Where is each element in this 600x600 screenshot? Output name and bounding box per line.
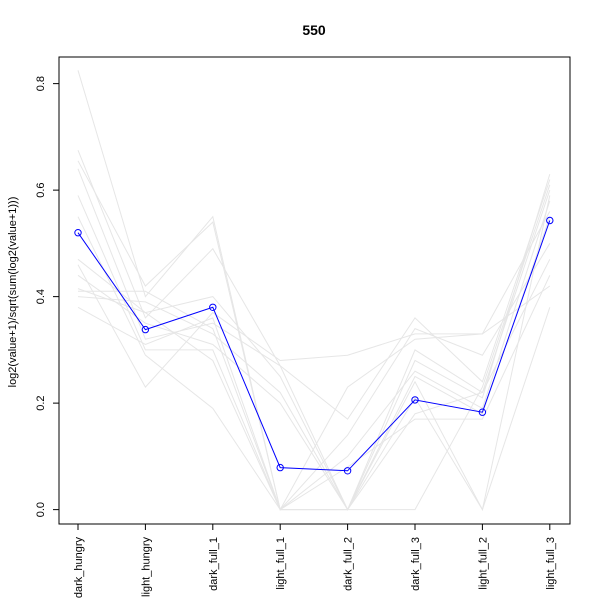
plot-box xyxy=(58,56,571,525)
x-tick-label-light_full_3: light_full_3 xyxy=(545,537,557,590)
highlight-point-light_full_3 xyxy=(546,216,554,225)
highlight-point-dark_full_3 xyxy=(411,396,419,404)
x-tick-label-light_hungry: light_hungry xyxy=(140,537,152,597)
background-series-line-10 xyxy=(77,296,551,511)
background-series-line-4 xyxy=(77,168,551,511)
background-series-line-2 xyxy=(77,150,551,420)
highlight-point-dark_full_1 xyxy=(209,303,217,311)
background-series-line-3 xyxy=(77,160,551,511)
y-tick-label: 0.8 xyxy=(35,76,47,91)
background-series-line-5 xyxy=(77,195,551,511)
x-tick-label-dark_full_2: dark_full_2 xyxy=(343,537,355,591)
background-series-line-9 xyxy=(77,200,551,511)
chart-title: 550 xyxy=(302,22,326,38)
x-tick-label-dark_full_1: dark_full_1 xyxy=(208,537,220,591)
background-series-group xyxy=(77,70,551,512)
x-axis: dark_hungry light_hungry dark_full_1 light_… xyxy=(73,523,557,599)
background-series-line-8 xyxy=(77,259,551,511)
highlight-series-line xyxy=(77,220,551,472)
x-tick-label-dark_full_3: dark_full_3 xyxy=(410,537,422,591)
y-tick-label: 0.2 xyxy=(35,395,47,410)
y-tick-label: 0.0 xyxy=(35,502,47,517)
highlight-point-light_hungry xyxy=(141,325,150,334)
highlight-point-dark_full_2 xyxy=(343,467,352,475)
highlight-series-group xyxy=(74,216,554,475)
highlight-point-light_full_2 xyxy=(478,408,487,416)
y-axis: 0.0 0.2 0.4 0.6 0.8 xyxy=(35,76,60,517)
x-tick-label-light_full_2: light_full_2 xyxy=(477,537,489,590)
y-tick-label: 0.6 xyxy=(35,182,47,197)
x-tick-label-light_full_1: light_full_1 xyxy=(275,537,287,590)
background-series-line-12 xyxy=(78,184,551,511)
background-series-line-6 xyxy=(77,173,551,511)
y-axis-label: log2(value+1)/sqrt(sum(log2(value+1))) xyxy=(7,197,19,388)
y-tick-label: 0.4 xyxy=(35,289,47,304)
background-series-line-7 xyxy=(77,264,551,388)
x-tick-label-dark_hungry: dark_hungry xyxy=(73,537,85,599)
highlight-point-dark_hungry xyxy=(74,229,82,237)
background-series-line-13 xyxy=(77,195,551,512)
background-series-line-11 xyxy=(77,275,551,511)
highlight-point-light_full_1 xyxy=(276,463,284,472)
